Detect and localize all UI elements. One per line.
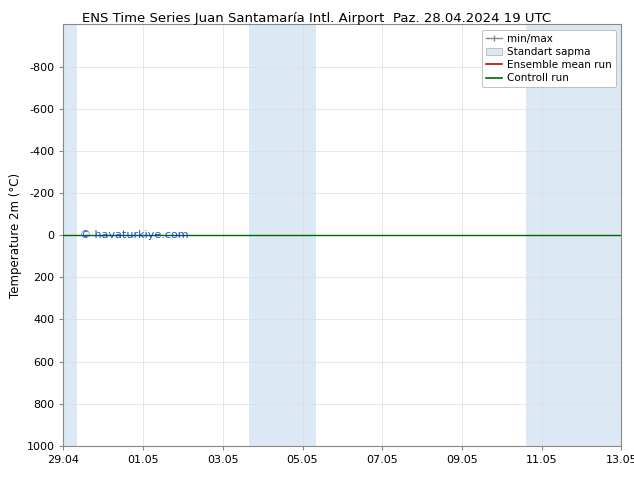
Legend: min/max, Standart sapma, Ensemble mean run, Controll run: min/max, Standart sapma, Ensemble mean r… bbox=[482, 30, 616, 87]
Bar bbox=[526, 24, 621, 446]
Bar bbox=[249, 24, 316, 446]
Text: ENS Time Series Juan Santamaría Intl. Airport: ENS Time Series Juan Santamaría Intl. Ai… bbox=[82, 12, 385, 25]
Y-axis label: Temperature 2m (°C): Temperature 2m (°C) bbox=[10, 172, 22, 298]
Text: © havaturkiye.com: © havaturkiye.com bbox=[80, 230, 189, 240]
Text: Paz. 28.04.2024 19 UTC: Paz. 28.04.2024 19 UTC bbox=[394, 12, 552, 25]
Bar bbox=[63, 24, 77, 446]
